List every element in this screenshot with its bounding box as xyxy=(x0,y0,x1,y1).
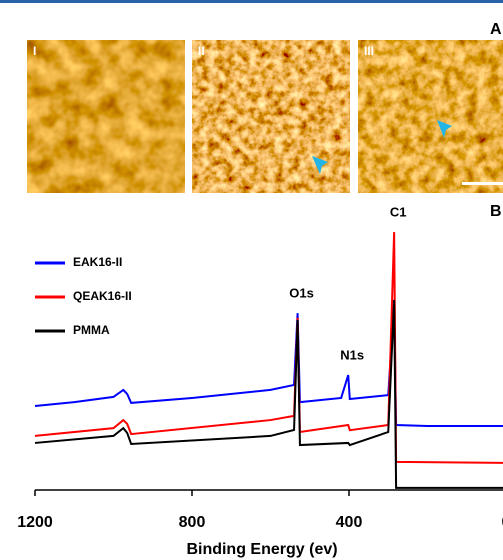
afm-image xyxy=(27,40,185,193)
scale-bar xyxy=(462,182,503,185)
spectrum-line xyxy=(34,299,503,489)
chart: 1200 800 400 0 Binding Energy (ev) EAK16-II QE… xyxy=(17,205,503,558)
x-tick-label: 1200 xyxy=(17,514,53,531)
peak-label: C1 xyxy=(390,205,407,220)
panel-label: B xyxy=(490,203,502,220)
afm-label: II xyxy=(198,44,205,58)
peak-label: N1s xyxy=(340,348,364,363)
legend-label: QEAK16-II xyxy=(73,289,132,303)
arrowhead xyxy=(312,156,328,174)
legend-label: EAK16-II xyxy=(73,255,122,269)
spectrum-line xyxy=(34,232,503,464)
x-tick-label: 0 xyxy=(502,514,503,531)
spectrum-line xyxy=(34,300,503,428)
legend-label: PMMA xyxy=(73,323,110,337)
afm-image xyxy=(358,40,503,193)
panel-label: A xyxy=(490,21,502,38)
x-axis-label: Binding Energy (ev) xyxy=(186,541,337,558)
peak-label: O1s xyxy=(289,286,314,301)
x-tick-label: 800 xyxy=(179,514,206,531)
x-tick-label: 400 xyxy=(336,514,363,531)
afm-image xyxy=(192,40,350,193)
afm-label: I xyxy=(33,44,36,58)
top-rule xyxy=(0,0,503,3)
afm-label: III xyxy=(364,44,374,58)
arrowhead xyxy=(437,120,452,138)
